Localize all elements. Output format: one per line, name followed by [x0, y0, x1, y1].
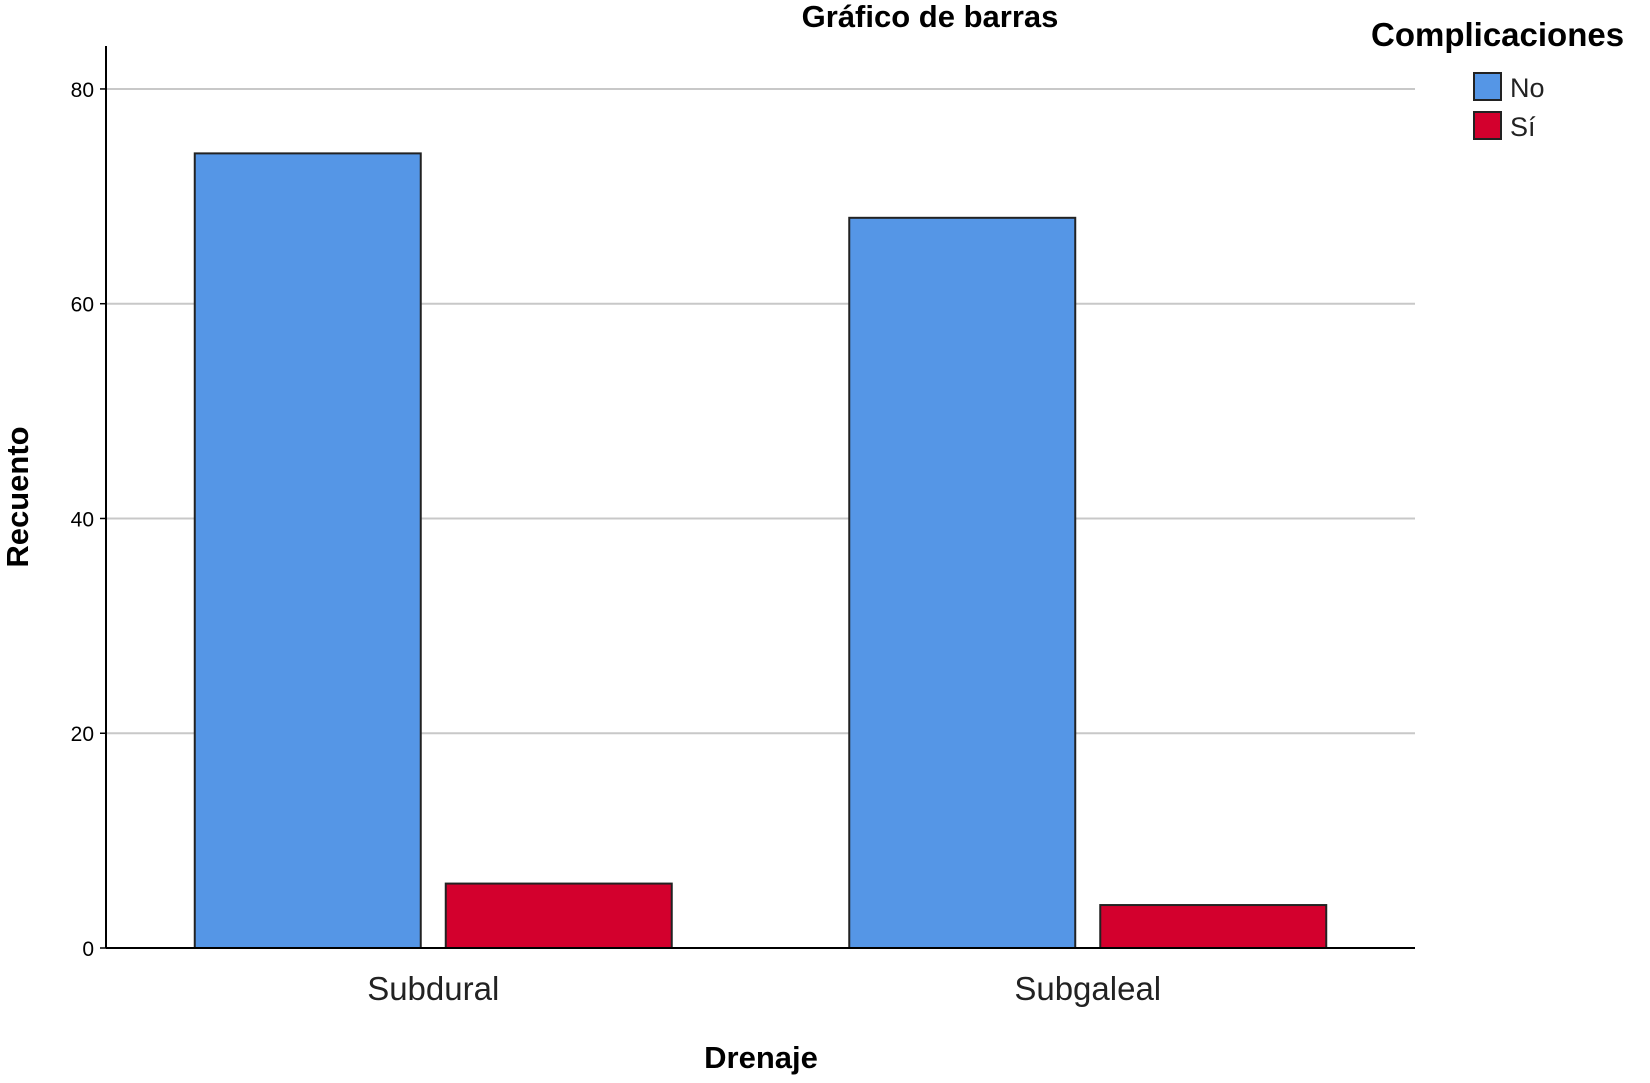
- legend-label-si: Sí: [1510, 112, 1536, 142]
- legend-label-no: No: [1510, 73, 1545, 103]
- bar-subgaleal-si: [1099, 904, 1328, 949]
- axes: 0 20 40 60 80 Subdural Subgaleal: [71, 46, 1415, 1007]
- bar-subdural-no: [193, 152, 422, 949]
- legend: Complicaciones No Sí: [1371, 16, 1624, 142]
- legend-swatch-no: [1473, 72, 1502, 101]
- legend-title: Complicaciones: [1371, 16, 1624, 53]
- bar-subdural-si: [444, 882, 673, 949]
- legend-swatch-si: [1473, 111, 1502, 140]
- legend-items: No Sí: [1473, 72, 1545, 142]
- y-tick-label: 0: [82, 938, 94, 961]
- x-axis-title: Drenaje: [704, 1040, 818, 1075]
- bars: [193, 152, 1328, 950]
- x-category-label: Subdural: [367, 970, 499, 1007]
- chart-title: Gráfico de barras: [802, 0, 1059, 34]
- y-axis-title: Recuento: [0, 426, 35, 567]
- y-tick-label: 80: [71, 79, 94, 102]
- y-tick-label: 60: [71, 294, 94, 317]
- y-tick-label: 20: [71, 723, 94, 746]
- y-tick-label: 40: [71, 508, 94, 531]
- bar-subgaleal-no: [848, 216, 1077, 950]
- x-category-label: Subgaleal: [1014, 970, 1161, 1007]
